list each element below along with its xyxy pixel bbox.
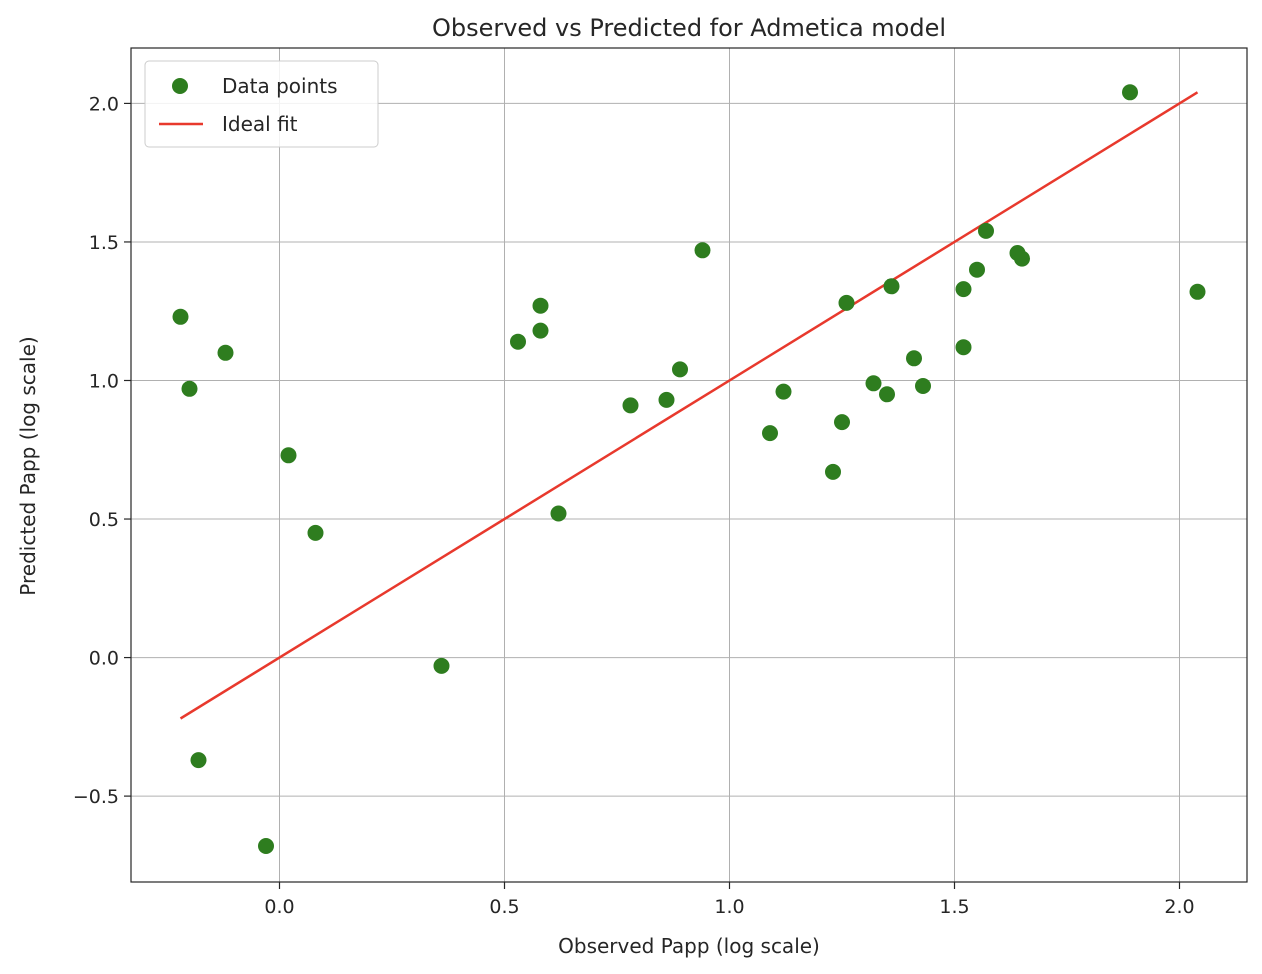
x-tick-label: 1.0 <box>714 896 744 918</box>
data-point <box>762 425 778 442</box>
y-tick-label: 2.0 <box>89 93 119 115</box>
legend-box <box>144 60 379 148</box>
data-point <box>532 297 549 314</box>
legend-ideal-fit-label: Ideal fit <box>222 112 298 136</box>
data-point <box>532 322 549 339</box>
data-point <box>694 242 711 259</box>
data-point <box>190 752 207 769</box>
data-point <box>433 657 450 674</box>
x-axis-ticks: 0.0 0.5 1.0 1.5 2.0 <box>264 882 1195 918</box>
data-point <box>622 397 639 414</box>
data-point <box>258 838 274 854</box>
y-tick-label: 1.5 <box>89 232 119 254</box>
y-axis-label: Predicted Papp (log scale) <box>16 336 40 595</box>
y-tick-label: 1.0 <box>89 370 119 392</box>
legend-data-points-marker <box>172 78 188 94</box>
data-point <box>955 339 972 356</box>
data-point <box>865 375 882 392</box>
ideal-fit-line-layer <box>179 91 1199 720</box>
data-point <box>883 278 900 295</box>
data-point <box>879 386 895 403</box>
x-tick-label: 2.0 <box>1164 896 1194 918</box>
data-point <box>1014 250 1030 267</box>
data-point <box>1189 283 1206 300</box>
data-point <box>834 414 850 431</box>
data-point <box>825 463 841 480</box>
y-tick-label: 0.5 <box>89 509 119 531</box>
legend-data-points-label: Data points <box>222 74 338 98</box>
data-point <box>978 222 994 239</box>
x-tick-label: 0.0 <box>264 896 294 918</box>
data-point <box>672 361 688 378</box>
data-point <box>217 344 234 361</box>
data-point <box>906 350 922 367</box>
data-point <box>838 294 855 311</box>
data-point <box>1122 84 1138 101</box>
chart-title: Observed vs Predicted for Admetica model <box>432 14 946 42</box>
legend: Data points Ideal fit <box>144 60 379 148</box>
data-point <box>307 524 324 541</box>
y-tick-label: −0.5 <box>73 786 119 808</box>
data-point <box>969 261 985 278</box>
data-point <box>550 505 567 522</box>
data-point <box>172 308 189 325</box>
ideal-fit-line <box>179 91 1199 720</box>
x-axis-label: Observed Papp (log scale) <box>558 934 820 958</box>
x-tick-label: 0.5 <box>489 896 519 918</box>
plot-frame <box>130 47 1248 883</box>
data-point <box>915 378 931 394</box>
data-point <box>181 380 198 397</box>
y-tick-label: 0.0 <box>89 648 119 670</box>
data-point <box>510 333 526 350</box>
data-points-layer <box>172 84 1206 854</box>
y-axis-ticks: −0.5 0.0 0.5 1.0 1.5 2.0 <box>73 93 131 808</box>
data-point <box>955 281 972 298</box>
grid <box>131 48 1247 882</box>
data-point <box>280 447 297 464</box>
data-point <box>658 391 675 408</box>
x-tick-label: 1.5 <box>939 896 969 918</box>
data-point <box>775 383 792 400</box>
